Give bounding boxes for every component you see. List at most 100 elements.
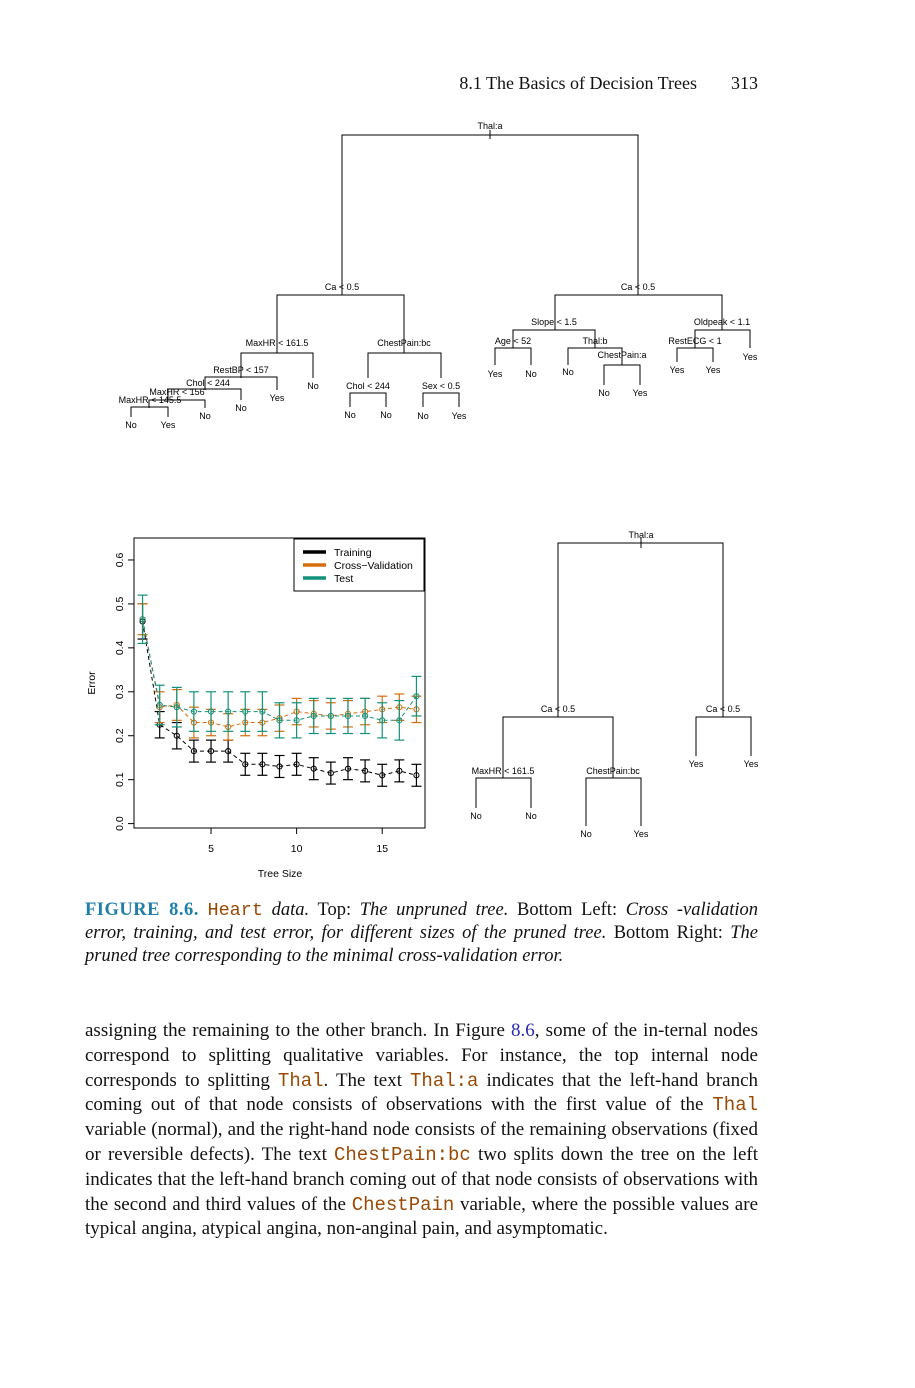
data-point: [310, 765, 317, 772]
data-point: [173, 704, 180, 711]
inline-code: ChestPain:bc: [334, 1143, 471, 1166]
node-label: Slope < 1.5: [531, 317, 577, 327]
dataset-code: Heart: [207, 900, 263, 921]
leaf-label: No: [580, 829, 592, 839]
data-point: [173, 732, 180, 739]
data-point: [139, 618, 146, 625]
leaf-label: No: [525, 811, 537, 821]
data-point: [396, 767, 403, 774]
data-point: [361, 767, 369, 774]
x-tick-label: 10: [291, 843, 303, 855]
data-point: [396, 717, 403, 724]
leaf-label: No: [598, 388, 610, 398]
leaf-label: Yes: [633, 388, 648, 398]
caption-bottom-left-text: Cross -validation error, training, and t…: [85, 900, 759, 943]
node-label: ChestPain:bc: [377, 338, 431, 348]
leaf-label: No: [417, 411, 429, 421]
leaf-label: Yes: [744, 759, 759, 769]
data-point: [413, 772, 420, 779]
leaf-label: No: [562, 367, 574, 377]
body-text: assigning the remaining to the other bra…: [85, 1020, 512, 1041]
leaf-label: No: [525, 369, 537, 379]
leaf-label: Yes: [452, 411, 467, 421]
data-point: [379, 706, 386, 713]
figure-reference-link[interactable]: 8.6: [511, 1020, 535, 1041]
node-label: MaxHR < 161.5: [246, 338, 309, 348]
series-line: [142, 619, 417, 728]
data-point: [139, 616, 146, 623]
data-point: [156, 721, 163, 728]
data-point: [276, 715, 283, 722]
data-point: [207, 708, 215, 715]
data-point: [259, 719, 266, 726]
data-point: [156, 704, 163, 711]
y-tick-label: 0.1: [114, 772, 126, 787]
node-label: MaxHR < 161.5: [472, 766, 535, 776]
data-point: [190, 748, 198, 755]
legend-label-test: Test: [334, 573, 353, 585]
leaf-label: No: [344, 410, 356, 420]
leaf-label: No: [125, 420, 137, 430]
data-point: [379, 772, 386, 779]
node-label: Thal:b: [582, 336, 607, 346]
caption-top-label: Top:: [317, 900, 352, 920]
figure-label: FIGURE 8.6.: [85, 900, 199, 920]
data-point: [327, 712, 334, 720]
data-point: [276, 717, 283, 724]
y-tick-label: 0.4: [114, 640, 126, 655]
data-point: [207, 719, 215, 726]
node-label: Sex < 0.5: [422, 381, 460, 391]
data-point: [156, 701, 163, 709]
data-point: [190, 719, 198, 726]
data-point: [413, 693, 420, 700]
node-label: Age < 52: [495, 336, 531, 346]
caption-bottom-right-label: Bottom Right:: [613, 923, 723, 943]
leaf-label: Yes: [743, 352, 758, 362]
body-text: variable (normal), and the right-hand no…: [85, 1119, 758, 1165]
node-label: Chol < 244: [186, 378, 230, 388]
series-1: [137, 603, 422, 741]
leaf-label: Yes: [689, 759, 704, 769]
series-line: [142, 619, 417, 721]
y-tick-label: 0.0: [114, 816, 126, 831]
caption-top-text: The unpruned tree.: [359, 900, 509, 920]
figure-caption: FIGURE 8.6. Heart data. Top: The unprune…: [85, 899, 758, 968]
data-point: [225, 748, 232, 755]
leaf-label: No: [307, 381, 319, 391]
node-label: Chol < 244: [346, 381, 390, 391]
running-header: 8.1 The Basics of Decision Trees 313: [0, 73, 758, 94]
leaf-label: Yes: [670, 365, 685, 375]
x-axis-label: Tree Size: [258, 868, 303, 880]
x-tick-label: 5: [208, 843, 214, 855]
legend-label-cv: Cross−Validation: [334, 560, 413, 572]
data-point: [242, 719, 249, 726]
leaf-label: No: [235, 403, 247, 413]
node-label: Oldpeak < 1.1: [694, 317, 750, 327]
node-label: Ca < 0.5: [621, 282, 655, 292]
data-point: [207, 748, 215, 755]
caption-bottom-left-label: Bottom Left:: [517, 900, 618, 920]
y-tick-label: 0.3: [114, 684, 126, 699]
data-point: [413, 706, 420, 713]
data-point: [344, 712, 352, 720]
leaf-label: Yes: [634, 829, 649, 839]
node-label: Thal:a: [628, 530, 653, 540]
data-point: [293, 761, 300, 768]
data-point: [327, 769, 334, 777]
series-line: [142, 621, 417, 776]
data-point: [293, 717, 300, 724]
series-2: [137, 594, 422, 741]
body-text: variable, where the possible values are …: [85, 1193, 759, 1240]
node-label: RestBP < 157: [213, 365, 269, 375]
leaf-label: No: [470, 811, 482, 821]
y-axis-label: Error: [86, 671, 98, 695]
section-title: 8.1 The Basics of Decision Trees: [459, 73, 697, 93]
data-point: [242, 708, 249, 715]
leaf-label: Yes: [706, 365, 721, 375]
node-label: ChestPain:bc: [586, 766, 640, 776]
data-point: [379, 717, 386, 724]
data-point: [361, 708, 369, 715]
y-tick-label: 0.5: [114, 596, 126, 611]
body-paragraph: assigning the remaining to the other bra…: [85, 1019, 758, 1242]
data-point: [344, 765, 352, 772]
